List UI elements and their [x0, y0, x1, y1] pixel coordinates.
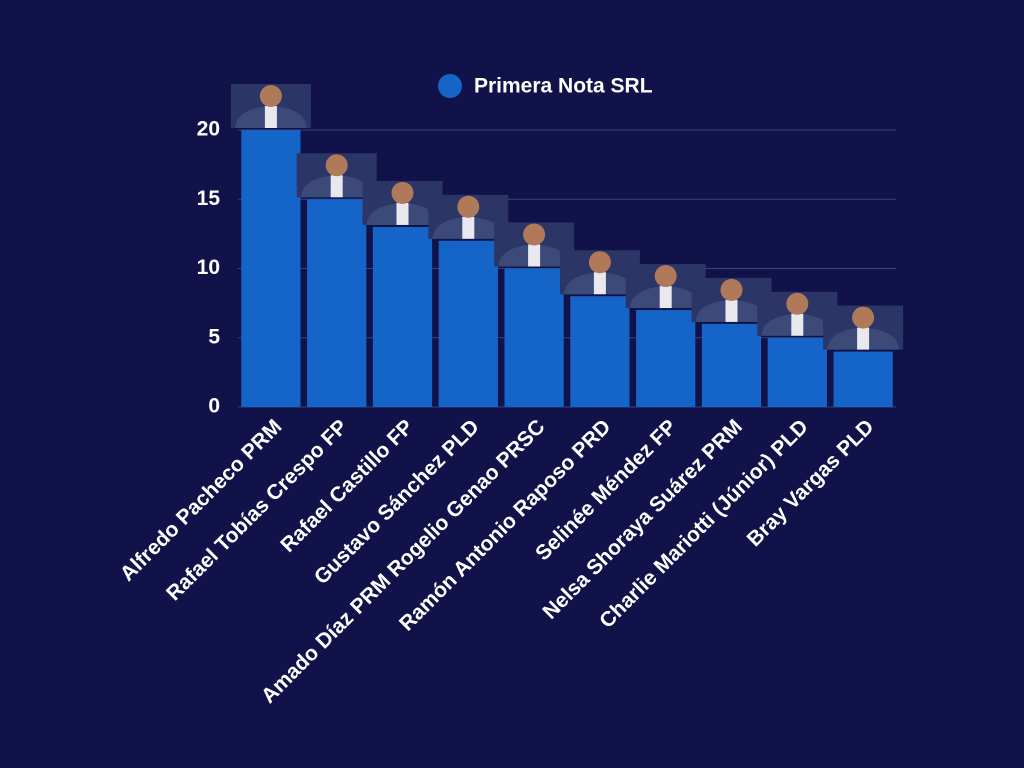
bar	[307, 199, 367, 407]
portrait-head	[325, 154, 348, 177]
bar	[438, 240, 498, 407]
portrait-shirt	[396, 202, 409, 225]
portrait-shirt	[462, 216, 475, 239]
bar	[767, 337, 827, 407]
portrait-head	[391, 181, 414, 204]
portrait-shirt	[330, 175, 343, 198]
bar	[636, 310, 696, 407]
portrait	[428, 194, 509, 239]
bar	[570, 296, 630, 407]
y-tick-label: 20	[197, 118, 220, 141]
portrait-head	[457, 195, 480, 218]
y-tick-label: 5	[208, 325, 220, 348]
portrait	[230, 84, 311, 128]
portrait-head	[852, 306, 875, 329]
portrait-shirt	[528, 244, 541, 267]
portrait-head	[588, 251, 611, 274]
bar	[241, 130, 301, 407]
legend-label: Primera Nota SRL	[474, 75, 653, 98]
portrait-shirt	[791, 313, 804, 336]
legend-marker	[438, 74, 462, 98]
portrait-head	[654, 265, 677, 288]
portrait-shirt	[725, 299, 738, 322]
bar	[372, 226, 433, 407]
portrait-head	[259, 85, 282, 107]
portrait-shirt	[593, 272, 606, 295]
portrait-shirt	[659, 286, 672, 309]
bar	[701, 323, 762, 407]
portrait-head	[523, 223, 546, 246]
portrait-shirt	[264, 106, 277, 128]
portrait-head	[720, 278, 743, 301]
bar	[504, 268, 564, 407]
y-tick-label: 0	[208, 395, 220, 418]
bar	[833, 351, 893, 407]
portrait-head	[786, 292, 809, 315]
portrait-shirt	[857, 327, 870, 350]
portrait	[823, 305, 904, 350]
y-tick-label: 10	[197, 256, 220, 279]
y-tick-label: 15	[197, 187, 221, 210]
